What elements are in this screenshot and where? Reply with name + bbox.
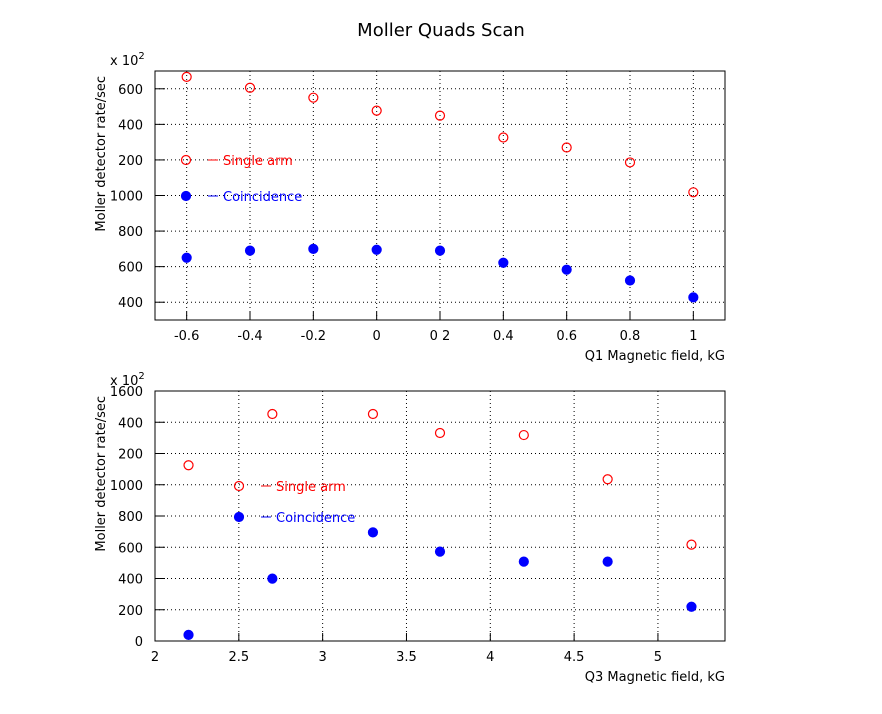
point	[371, 105, 382, 116]
point	[267, 573, 278, 584]
point	[561, 142, 572, 153]
point	[498, 132, 509, 143]
y-tick-label: 200	[118, 448, 143, 463]
x-axis-label: Q1 Magnetic field, kG	[585, 349, 725, 364]
point	[183, 460, 194, 471]
y-tick-label: 400	[118, 296, 143, 311]
legend-marker	[233, 511, 245, 523]
legend-marker	[233, 480, 245, 492]
point	[602, 474, 613, 485]
point	[498, 257, 509, 268]
legend-label: Single arm	[276, 480, 346, 495]
x-tick-label: -0.4	[237, 329, 262, 344]
point	[686, 601, 697, 612]
point	[561, 264, 572, 275]
x-tick-label: 5	[654, 650, 662, 665]
y-tick-label: 200	[118, 604, 143, 619]
point	[183, 629, 194, 641]
x-tick-label: 0.4	[493, 329, 514, 344]
y-tick-label: 1600	[110, 385, 143, 400]
point	[244, 82, 256, 93]
point	[686, 539, 697, 550]
point	[602, 556, 613, 567]
y-axis-label: Moller detector rate/sec	[94, 76, 109, 232]
y-tick-label: 600	[118, 83, 143, 98]
legend-label: Single arm	[223, 154, 293, 169]
y-tick-label: 800	[118, 510, 143, 525]
x-tick-label: 0 2	[430, 329, 451, 344]
point	[367, 527, 379, 538]
point	[308, 92, 319, 103]
y-scale-label: x 102	[110, 371, 145, 389]
x-tick-label: 3	[319, 650, 327, 665]
point	[181, 252, 192, 263]
y-tick-label: 1000	[110, 190, 143, 205]
y-tick-label: 400	[118, 416, 143, 431]
x-axis-label: Q3 Magnetic field, kG	[585, 670, 725, 685]
y-tick-label: 600	[118, 261, 143, 276]
legend-marker	[180, 154, 192, 166]
x-tick-label: 2.5	[228, 650, 249, 665]
x-tick-label: 0.6	[556, 329, 577, 344]
x-tick-label: 0.8	[620, 329, 641, 344]
y-tick-label: 400	[118, 573, 143, 588]
y-tick-label: 0	[135, 635, 143, 650]
point	[434, 245, 446, 256]
point	[434, 427, 446, 439]
point	[624, 275, 636, 286]
point	[518, 556, 529, 567]
x-tick-label: 2	[151, 650, 159, 665]
point	[267, 408, 278, 420]
point	[371, 244, 382, 255]
legend-marker	[180, 190, 192, 202]
x-tick-label: 4	[486, 650, 494, 665]
y-tick-label: 600	[118, 541, 143, 556]
y-tick-label: 400	[118, 118, 143, 133]
point	[181, 71, 192, 82]
point	[688, 292, 699, 303]
x-tick-label: 0	[373, 329, 381, 344]
y-scale-text: x 10	[110, 374, 138, 389]
x-tick-label: 1	[689, 329, 697, 344]
point	[688, 187, 699, 198]
point	[244, 245, 256, 256]
y-tick-label: 1000	[110, 479, 143, 494]
point	[308, 243, 319, 254]
legend-label: Coincidence	[276, 511, 355, 526]
y-scale-text: x 10	[110, 54, 138, 69]
x-tick-label: -0.6	[174, 329, 199, 344]
y-scale-label: x 102	[110, 51, 145, 69]
point	[434, 110, 446, 121]
y-axis-label: Moller detector rate/sec	[94, 396, 109, 552]
point	[624, 157, 636, 168]
x-tick-label: 3.5	[396, 650, 417, 665]
point	[434, 546, 446, 557]
title: Moller Quads Scan	[357, 20, 525, 41]
y-tick-label: 200	[118, 154, 143, 169]
point	[518, 429, 529, 441]
point	[367, 408, 379, 420]
y-tick-label: 800	[118, 225, 143, 240]
y-scale-power: 2	[138, 51, 144, 62]
y-scale-power: 2	[138, 371, 144, 382]
x-tick-label: -0.2	[301, 329, 326, 344]
legend-label: Coincidence	[223, 190, 302, 205]
x-tick-label: 4.5	[564, 650, 585, 665]
